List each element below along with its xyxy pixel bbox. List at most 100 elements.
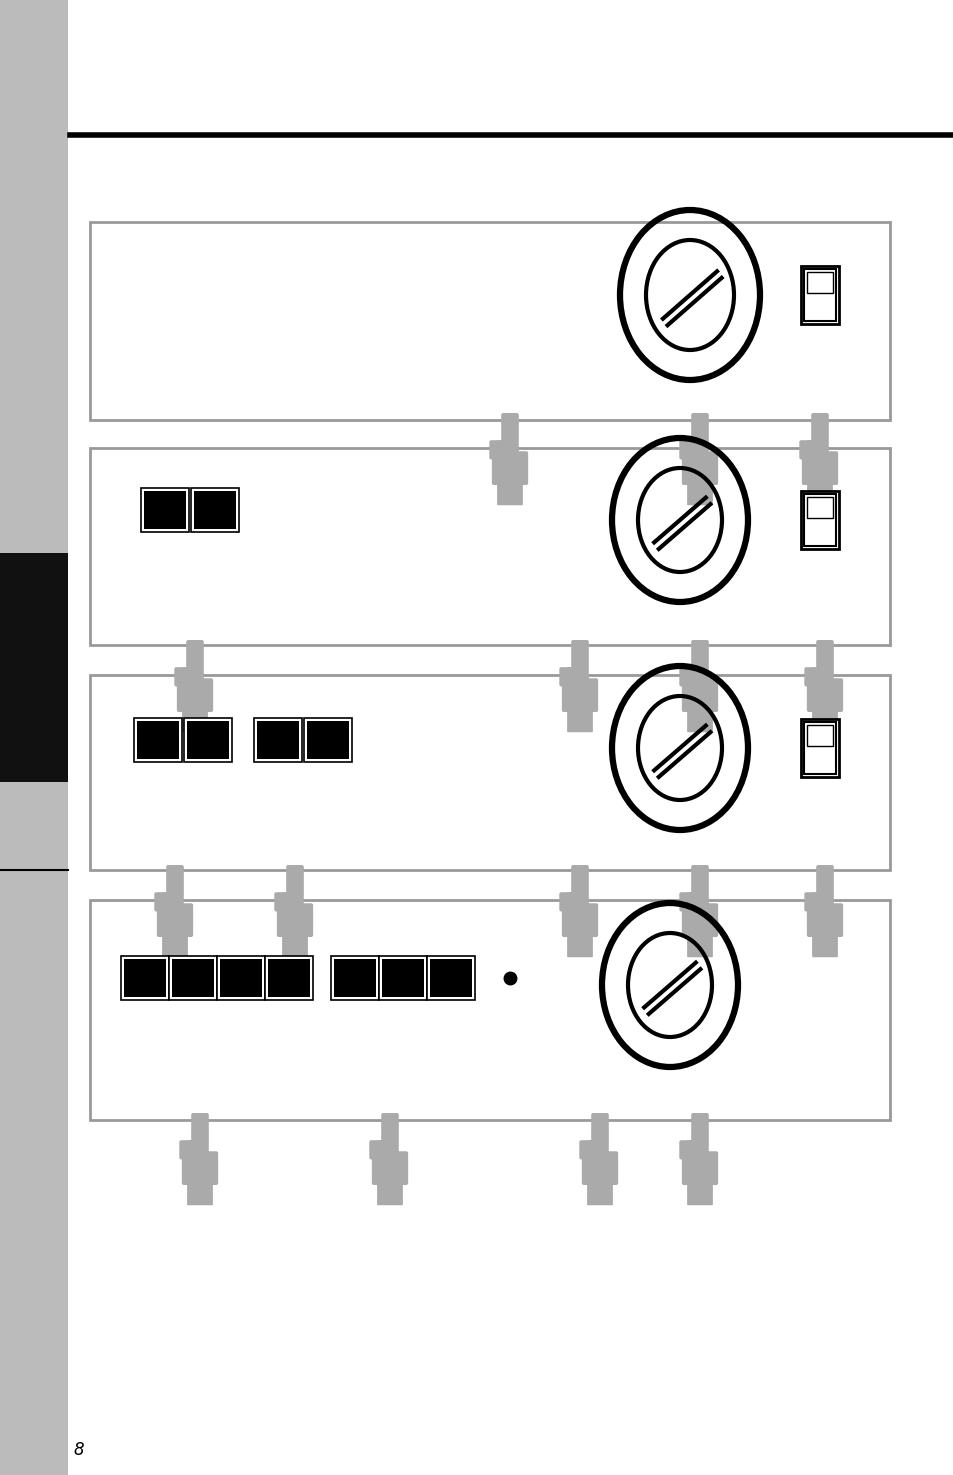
FancyBboxPatch shape bbox=[681, 678, 718, 712]
FancyBboxPatch shape bbox=[369, 1140, 385, 1159]
FancyBboxPatch shape bbox=[256, 721, 298, 760]
FancyBboxPatch shape bbox=[816, 864, 833, 912]
FancyBboxPatch shape bbox=[265, 956, 313, 1000]
FancyBboxPatch shape bbox=[565, 667, 581, 686]
FancyBboxPatch shape bbox=[686, 478, 712, 506]
FancyBboxPatch shape bbox=[331, 956, 378, 1000]
Text: 8: 8 bbox=[73, 1441, 84, 1459]
FancyBboxPatch shape bbox=[801, 451, 838, 485]
FancyBboxPatch shape bbox=[565, 892, 581, 912]
FancyBboxPatch shape bbox=[286, 864, 303, 912]
FancyBboxPatch shape bbox=[378, 956, 427, 1000]
FancyBboxPatch shape bbox=[497, 478, 522, 506]
FancyBboxPatch shape bbox=[561, 903, 598, 937]
FancyBboxPatch shape bbox=[182, 705, 208, 732]
FancyBboxPatch shape bbox=[566, 929, 592, 957]
FancyBboxPatch shape bbox=[191, 488, 239, 532]
FancyBboxPatch shape bbox=[558, 667, 575, 686]
FancyBboxPatch shape bbox=[381, 959, 423, 997]
FancyBboxPatch shape bbox=[268, 959, 310, 997]
FancyBboxPatch shape bbox=[372, 1152, 408, 1184]
FancyBboxPatch shape bbox=[578, 1140, 595, 1159]
FancyBboxPatch shape bbox=[803, 268, 835, 322]
FancyBboxPatch shape bbox=[193, 491, 235, 530]
FancyBboxPatch shape bbox=[816, 640, 833, 686]
FancyBboxPatch shape bbox=[586, 1177, 612, 1205]
FancyBboxPatch shape bbox=[801, 266, 838, 324]
FancyBboxPatch shape bbox=[304, 718, 352, 763]
FancyBboxPatch shape bbox=[182, 1152, 218, 1184]
FancyBboxPatch shape bbox=[162, 929, 188, 957]
FancyBboxPatch shape bbox=[558, 892, 575, 912]
FancyBboxPatch shape bbox=[216, 956, 265, 1000]
FancyBboxPatch shape bbox=[141, 488, 189, 532]
FancyBboxPatch shape bbox=[381, 1114, 398, 1159]
FancyBboxPatch shape bbox=[274, 892, 290, 912]
FancyBboxPatch shape bbox=[0, 0, 68, 1475]
FancyBboxPatch shape bbox=[591, 1114, 608, 1159]
FancyBboxPatch shape bbox=[137, 721, 179, 760]
FancyBboxPatch shape bbox=[685, 667, 701, 686]
FancyBboxPatch shape bbox=[489, 440, 505, 460]
FancyBboxPatch shape bbox=[176, 678, 213, 712]
FancyBboxPatch shape bbox=[686, 929, 712, 957]
FancyBboxPatch shape bbox=[679, 1140, 695, 1159]
FancyBboxPatch shape bbox=[803, 892, 820, 912]
FancyBboxPatch shape bbox=[124, 959, 166, 997]
FancyBboxPatch shape bbox=[492, 451, 528, 485]
FancyBboxPatch shape bbox=[186, 640, 204, 686]
FancyBboxPatch shape bbox=[281, 892, 296, 912]
FancyBboxPatch shape bbox=[156, 903, 193, 937]
FancyBboxPatch shape bbox=[496, 440, 512, 460]
FancyBboxPatch shape bbox=[253, 718, 302, 763]
FancyBboxPatch shape bbox=[376, 1177, 402, 1205]
FancyBboxPatch shape bbox=[805, 440, 821, 460]
FancyBboxPatch shape bbox=[276, 903, 313, 937]
FancyBboxPatch shape bbox=[685, 440, 701, 460]
FancyBboxPatch shape bbox=[121, 956, 169, 1000]
FancyBboxPatch shape bbox=[801, 718, 838, 777]
FancyBboxPatch shape bbox=[186, 1140, 202, 1159]
FancyBboxPatch shape bbox=[90, 676, 889, 870]
FancyBboxPatch shape bbox=[811, 929, 837, 957]
FancyBboxPatch shape bbox=[90, 448, 889, 645]
FancyBboxPatch shape bbox=[810, 667, 826, 686]
FancyBboxPatch shape bbox=[679, 440, 695, 460]
FancyBboxPatch shape bbox=[803, 667, 820, 686]
FancyBboxPatch shape bbox=[375, 1140, 392, 1159]
FancyBboxPatch shape bbox=[685, 1140, 701, 1159]
FancyBboxPatch shape bbox=[686, 705, 712, 732]
FancyBboxPatch shape bbox=[174, 667, 190, 686]
FancyBboxPatch shape bbox=[811, 705, 837, 732]
FancyBboxPatch shape bbox=[187, 1177, 213, 1205]
FancyBboxPatch shape bbox=[685, 892, 701, 912]
FancyBboxPatch shape bbox=[90, 223, 889, 420]
FancyBboxPatch shape bbox=[585, 1140, 601, 1159]
FancyBboxPatch shape bbox=[187, 721, 229, 760]
FancyBboxPatch shape bbox=[179, 1140, 195, 1159]
FancyBboxPatch shape bbox=[581, 1152, 618, 1184]
FancyBboxPatch shape bbox=[806, 271, 832, 292]
FancyBboxPatch shape bbox=[810, 413, 828, 460]
FancyBboxPatch shape bbox=[144, 491, 186, 530]
FancyBboxPatch shape bbox=[806, 678, 842, 712]
FancyBboxPatch shape bbox=[806, 478, 832, 506]
FancyBboxPatch shape bbox=[691, 640, 708, 686]
FancyBboxPatch shape bbox=[803, 721, 835, 774]
FancyBboxPatch shape bbox=[161, 892, 177, 912]
FancyBboxPatch shape bbox=[430, 959, 472, 997]
FancyBboxPatch shape bbox=[679, 892, 695, 912]
FancyBboxPatch shape bbox=[307, 721, 349, 760]
FancyBboxPatch shape bbox=[427, 956, 475, 1000]
FancyBboxPatch shape bbox=[500, 413, 518, 460]
FancyBboxPatch shape bbox=[691, 413, 708, 460]
FancyBboxPatch shape bbox=[166, 864, 184, 912]
FancyBboxPatch shape bbox=[184, 718, 232, 763]
FancyBboxPatch shape bbox=[169, 956, 216, 1000]
FancyBboxPatch shape bbox=[681, 1152, 718, 1184]
FancyBboxPatch shape bbox=[681, 451, 718, 485]
FancyBboxPatch shape bbox=[172, 959, 213, 997]
FancyBboxPatch shape bbox=[571, 640, 588, 686]
FancyBboxPatch shape bbox=[571, 864, 588, 912]
FancyBboxPatch shape bbox=[220, 959, 262, 997]
